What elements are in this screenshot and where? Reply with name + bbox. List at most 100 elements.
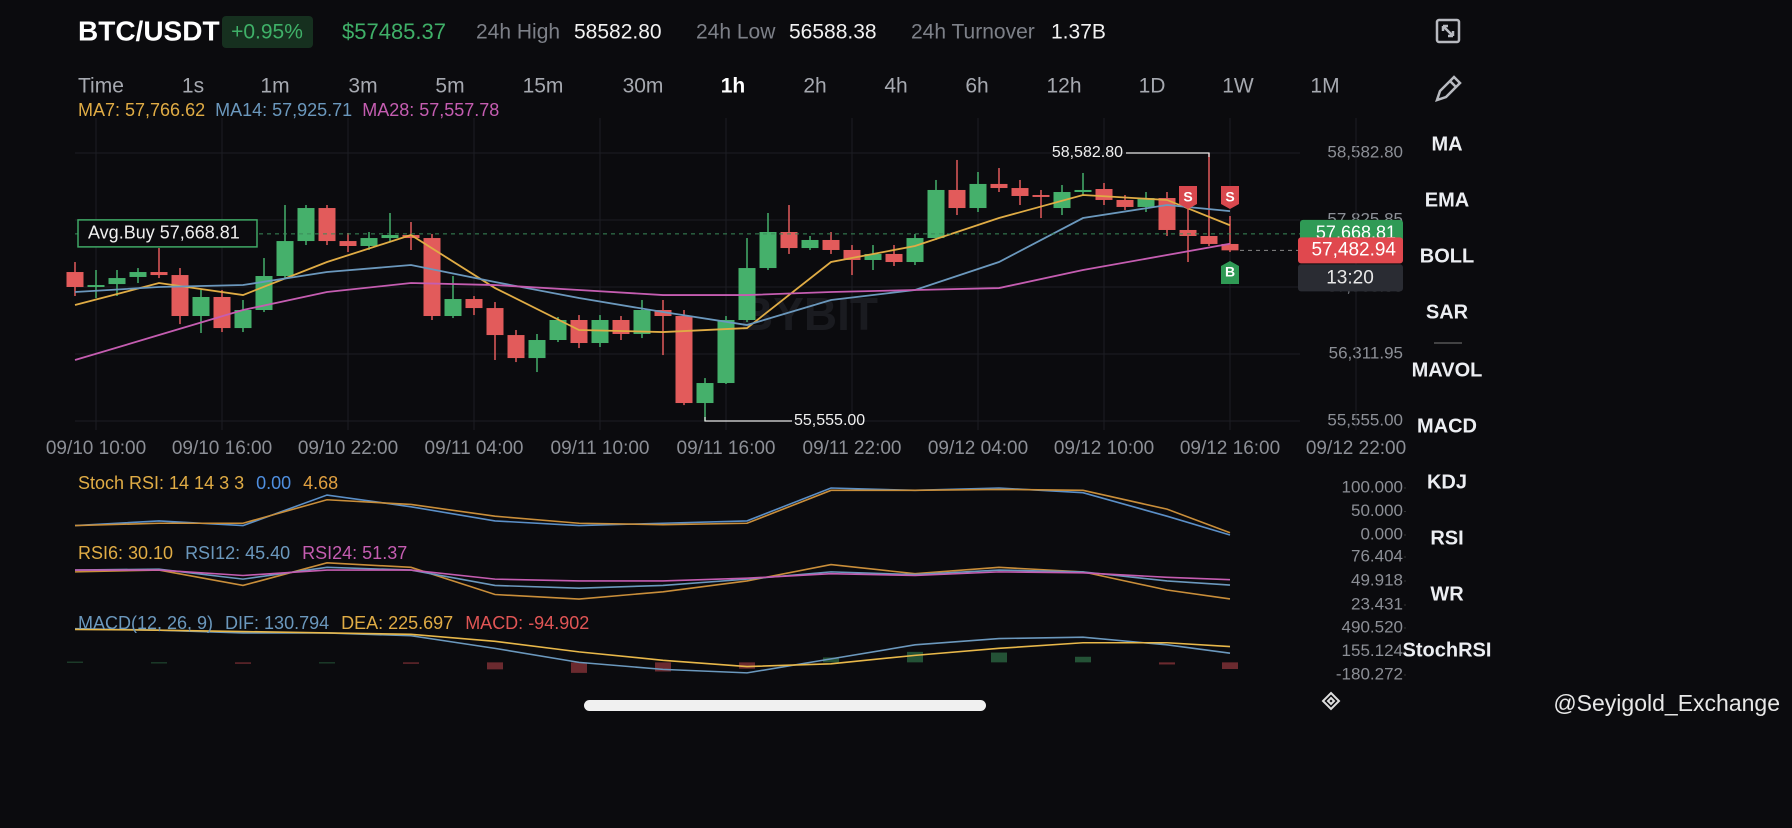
macd-bar <box>907 651 923 663</box>
y-tick-label: 49.918 <box>1351 570 1403 589</box>
timeframe[interactable]: 15m <box>523 75 564 98</box>
indicator-tool[interactable]: EMA <box>1425 189 1469 211</box>
indicator-tool[interactable]: BOLL <box>1420 245 1474 267</box>
timeframe[interactable]: 1m <box>260 75 289 98</box>
macd-bar <box>823 657 839 663</box>
home-indicator <box>584 700 986 711</box>
indicator-legend: RSI12: 45.40 <box>185 543 290 563</box>
candle-body <box>486 308 504 336</box>
macd-bar <box>1159 662 1175 665</box>
candle-body <box>906 238 924 263</box>
timeframe[interactable]: Time <box>78 75 124 98</box>
candle-body <box>1200 236 1218 244</box>
macd-bar <box>1222 662 1238 670</box>
candle-body <box>1095 188 1113 200</box>
indicator-tool[interactable]: KDJ <box>1427 471 1467 493</box>
candle-body <box>444 299 462 317</box>
x-tick-label: 09/10 10:00 <box>46 438 146 459</box>
candle-body <box>276 241 294 277</box>
countdown-badge <box>1298 264 1403 292</box>
indicator-tool[interactable]: RSI <box>1430 527 1463 549</box>
candle-body <box>66 272 84 287</box>
stat-label: 24h High <box>476 21 560 44</box>
candle-body <box>843 249 861 260</box>
timeframe[interactable]: 12h <box>1046 75 1081 98</box>
macd-bar <box>235 662 251 664</box>
candle-body <box>549 320 567 341</box>
candle-body <box>759 232 777 269</box>
candle-body <box>738 268 756 321</box>
indicator-tool[interactable]: MA <box>1431 133 1462 155</box>
indicator-tool[interactable]: MACD <box>1417 415 1477 437</box>
timeframe[interactable]: 3m <box>348 75 377 98</box>
timeframe[interactable]: 2h <box>803 75 826 98</box>
candle-body <box>213 296 231 329</box>
timeframe[interactable]: 1W <box>1222 75 1254 98</box>
x-tick-label: 09/10 22:00 <box>298 438 398 459</box>
candle-body <box>1074 189 1092 193</box>
candle-body <box>990 183 1008 189</box>
indicator-tool[interactable]: StochRSI <box>1403 639 1492 661</box>
indicator-line <box>75 569 1231 582</box>
candle-body <box>108 278 126 285</box>
timeframe[interactable]: 30m <box>623 75 664 98</box>
timeframe[interactable]: 1D <box>1139 75 1166 98</box>
y-tick-label: 0.000 <box>1360 524 1403 543</box>
x-tick-label: 09/11 04:00 <box>425 438 524 459</box>
candle-body <box>129 272 147 277</box>
candle-body <box>360 238 378 247</box>
candle-body <box>423 238 441 317</box>
trade-marker <box>1179 186 1197 209</box>
indicator-line <box>74 561 1231 600</box>
y-tick-label: 23.431 <box>1351 594 1403 613</box>
timeframe[interactable]: 5m <box>435 75 464 98</box>
y-tick-label: 490.520 <box>1342 617 1403 636</box>
stat-label: 24h Turnover <box>911 21 1035 44</box>
avg-buy-box <box>77 219 258 248</box>
indicator-tool[interactable]: WR <box>1430 583 1464 605</box>
timeframe[interactable]: 6h <box>965 75 988 98</box>
avg-buy-label: Avg.Buy 57,668.81 <box>88 223 240 243</box>
y-tick-label: 155.124 <box>1342 641 1403 660</box>
candle-body <box>969 183 987 209</box>
timeframe[interactable]: 4h <box>884 75 907 98</box>
macd-bar <box>403 662 419 664</box>
candle-body <box>507 335 525 359</box>
stat-value: 58582.80 <box>574 21 662 44</box>
pair: BTC/USDT <box>78 15 220 46</box>
trade-marker <box>1221 261 1239 284</box>
trade-marker <box>1221 186 1239 209</box>
watermark: BYBIT <box>740 288 878 340</box>
x-tick-label: 09/11 22:00 <box>803 438 902 459</box>
high-annotation: 58,582.80 <box>1052 144 1123 161</box>
expand-icon[interactable] <box>1435 18 1461 44</box>
indicator-legend: 0.00 <box>256 473 291 493</box>
candle-body <box>864 253 882 260</box>
stat-value: 1.37B <box>1051 21 1106 44</box>
indicator-legend: MACD: -94.902 <box>465 613 589 633</box>
macd-bar <box>67 661 83 663</box>
pencil-icon[interactable] <box>1435 75 1462 102</box>
y-tick-label: -180.272 <box>1336 664 1403 683</box>
y-tick-label: 55,555.00 <box>1327 410 1403 429</box>
stat-label: 24h Low <box>696 21 776 44</box>
x-tick-label: 09/10 16:00 <box>172 438 272 459</box>
indicator-tool[interactable]: SAR <box>1426 301 1469 323</box>
indicator-legend: Stoch RSI: 14 14 3 3 <box>78 473 244 493</box>
candle-body <box>591 320 609 344</box>
timeframe[interactable]: 1M <box>1310 75 1339 98</box>
timeframe[interactable]: 1h <box>721 75 746 98</box>
x-tick-label: 09/12 22:00 <box>1306 438 1406 459</box>
candle-body <box>696 383 714 404</box>
trade-marker-label: S <box>1183 189 1192 205</box>
indicator-line <box>74 566 1231 589</box>
candle-body <box>675 316 693 404</box>
candle-body <box>528 340 546 359</box>
indicator-tool[interactable]: MAVOL <box>1412 359 1483 381</box>
ma-legend: MA7: 57,766.62 <box>78 100 205 120</box>
x-tick-label: 09/11 16:00 <box>677 438 776 459</box>
timeframe[interactable]: 1s <box>182 75 204 98</box>
